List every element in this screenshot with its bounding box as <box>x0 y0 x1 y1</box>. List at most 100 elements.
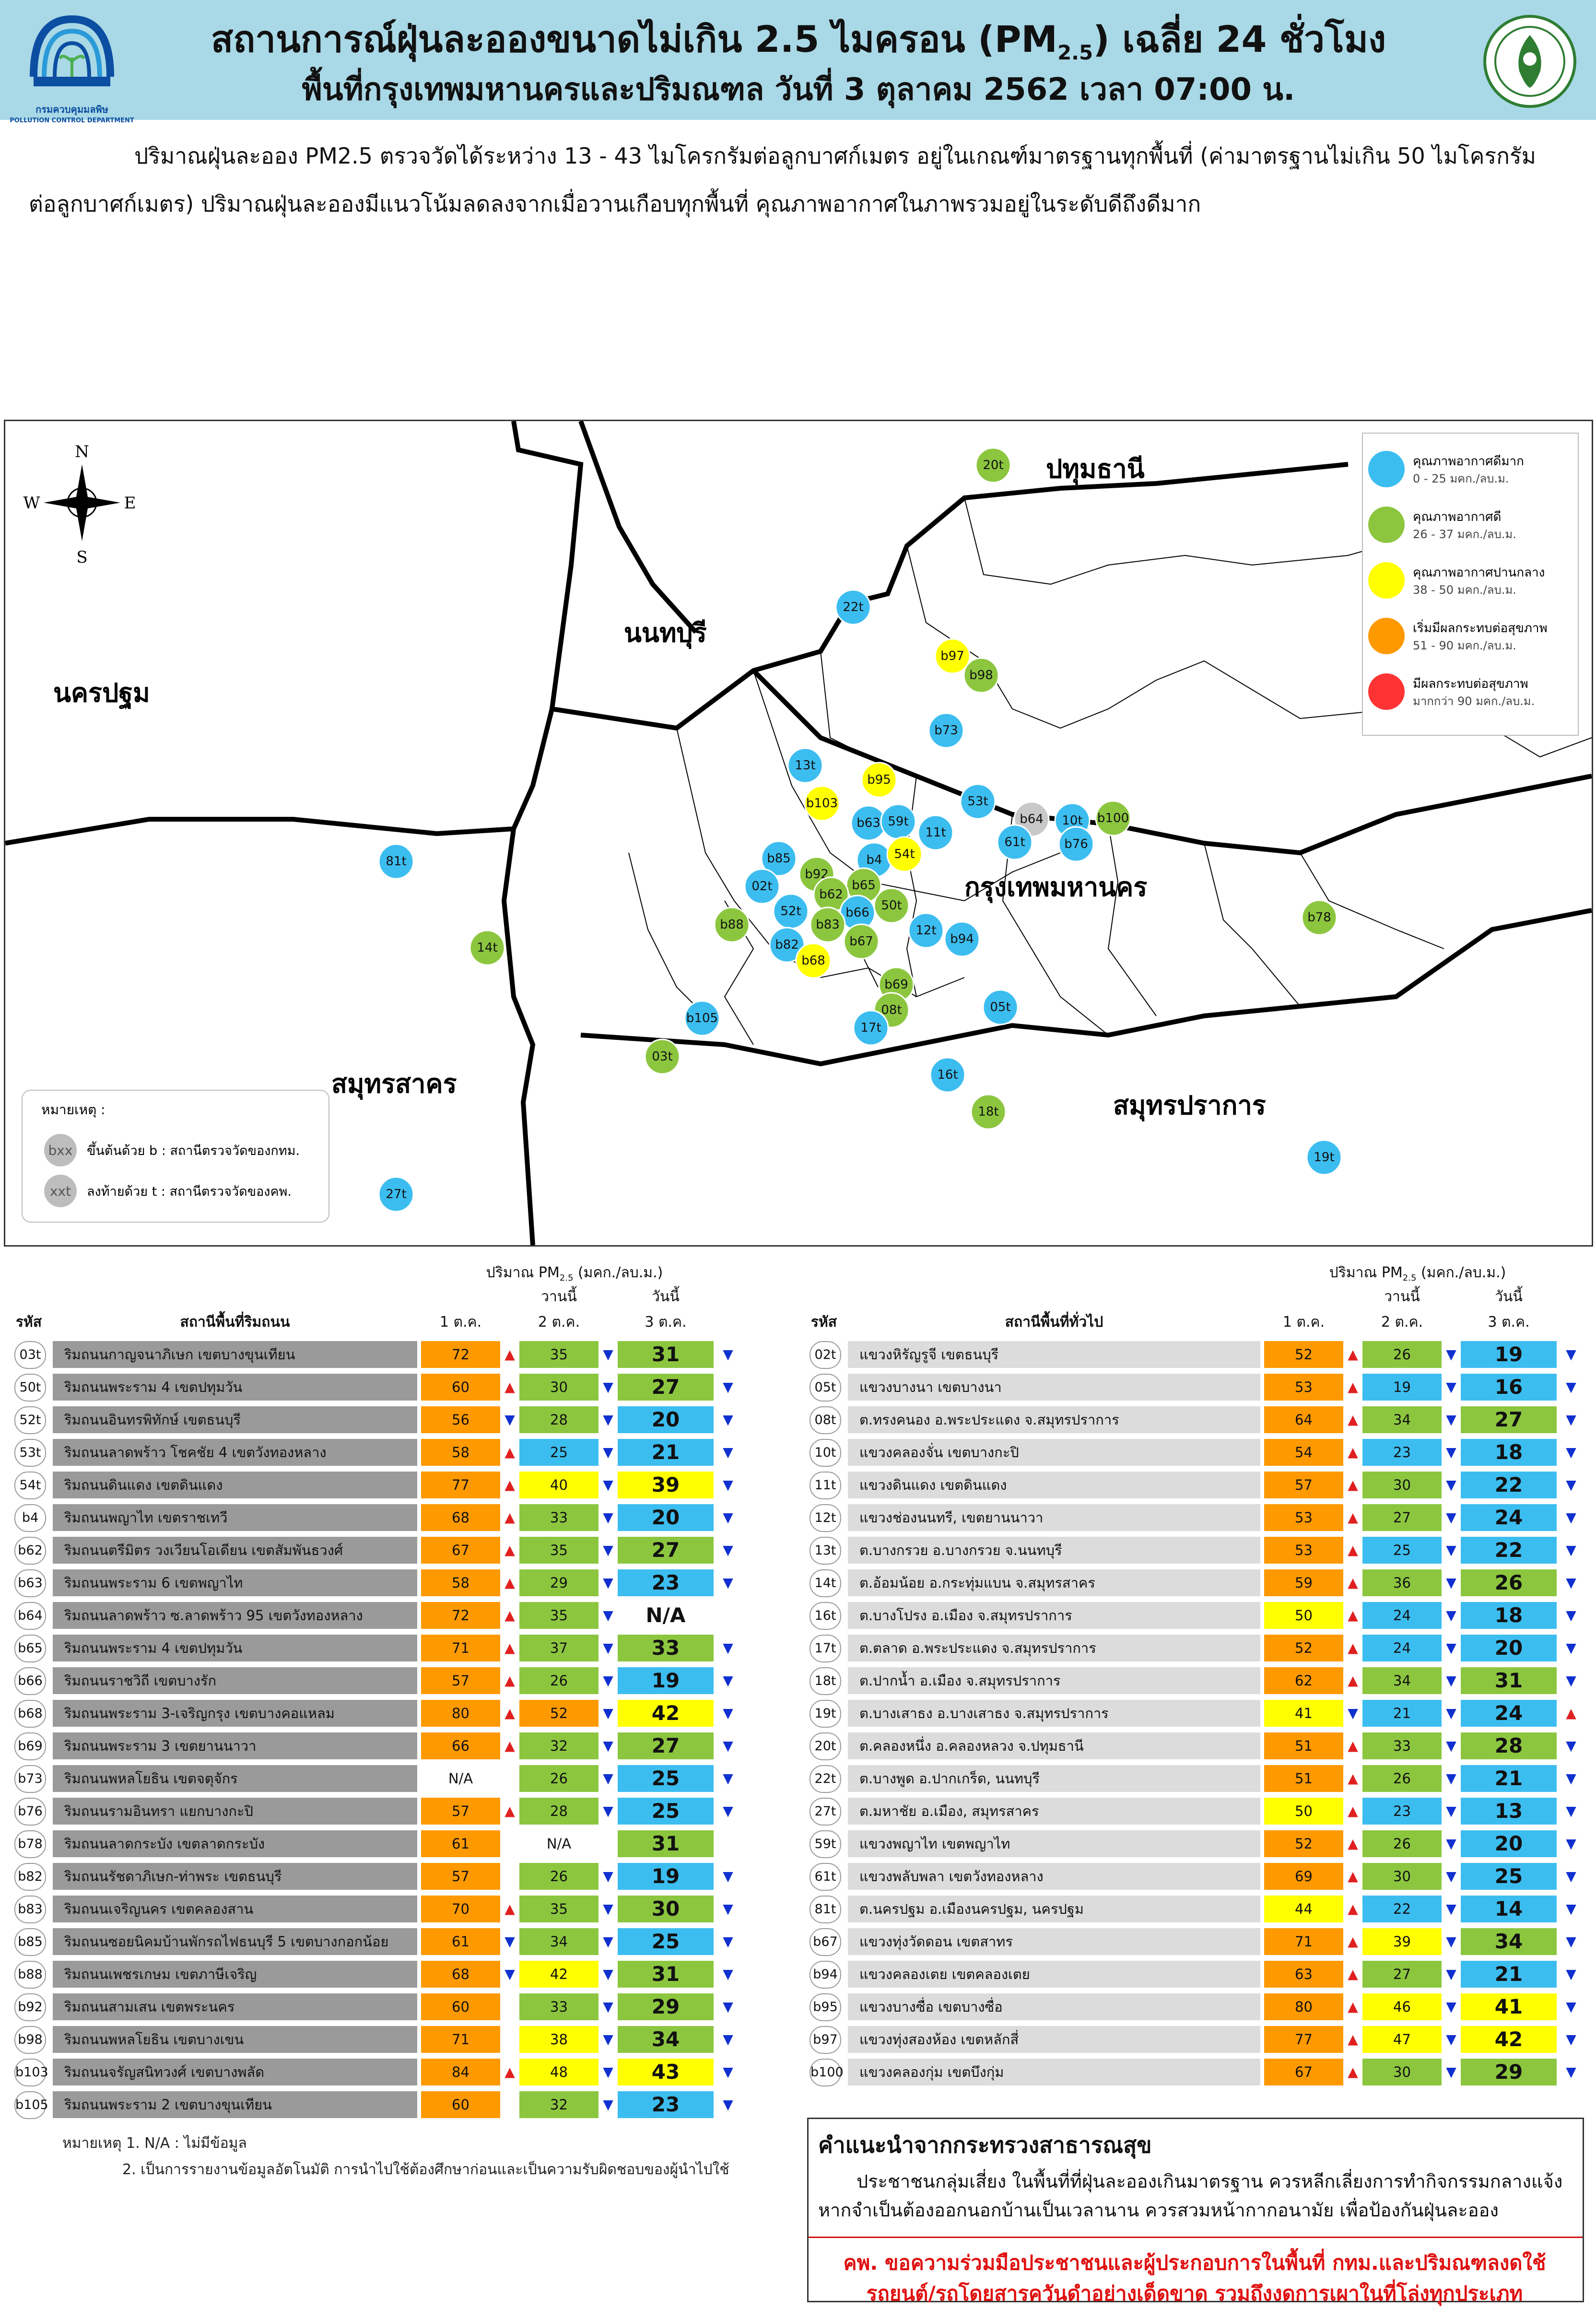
station-code: b76 <box>14 1798 46 1826</box>
station-label: b65 <box>852 878 876 893</box>
pm-value-d3: 34 <box>618 2026 714 2053</box>
table-header-yesterday: วานนี้ <box>541 1288 577 1305</box>
pm-value-d3: 18 <box>1461 1439 1557 1466</box>
trend-none <box>500 1863 519 1890</box>
trend-up-icon: ▲ <box>1348 1901 1358 1917</box>
station-marker-b105: b105 <box>684 1000 720 1037</box>
station-name: แขวงบางนา เขตบางนา <box>848 1374 1260 1401</box>
pm-value-d2: 26 <box>1362 1341 1442 1368</box>
station-dot <box>1306 1139 1342 1176</box>
station-code: b95 <box>810 1993 841 2021</box>
trend-down-icon: ▼ <box>1446 2031 1456 2047</box>
pm-value-d1: 67 <box>1264 2059 1343 2085</box>
table-header-d1: 1 ต.ค. <box>439 1314 482 1331</box>
legend-label: คุณภาพอากาศดีมาก <box>1413 454 1524 469</box>
station-code: 50t <box>14 1374 46 1402</box>
pm-value-d1: 71 <box>421 1635 500 1661</box>
trend-down-icon: ▼ <box>723 2097 733 2112</box>
station-dot <box>997 824 1033 860</box>
station-label: b63 <box>857 816 880 830</box>
station-label: b85 <box>767 851 791 866</box>
station-marker-22t: 22t <box>835 589 871 625</box>
pm-value-d1: 51 <box>1264 1765 1343 1792</box>
trend-up-icon: ▲ <box>505 1477 515 1493</box>
station-name: แขวงคลองเตย เขตคลองเตย <box>848 1961 1260 1988</box>
legend-swatch <box>1368 673 1405 710</box>
trend-down-icon: ▼ <box>1446 1673 1456 1688</box>
pm-value-d2: 26 <box>519 1667 598 1694</box>
station-markers: 20t 22t b97 b98 b73 13t b95 b103 53t b64 10t b100 b6… <box>378 447 1342 1213</box>
pm-value-d3: 27 <box>618 1374 714 1401</box>
page-subtitle: พื้นที่กรุงเทพมหานครและปริมณฑล วันที่ 3 … <box>302 72 1295 107</box>
trend-up-icon: ▲ <box>505 2064 515 2080</box>
trend-down-icon: ▼ <box>1446 2064 1456 2080</box>
station-label: b76 <box>1064 837 1088 851</box>
trend-down-icon: ▼ <box>723 1868 733 1884</box>
pm-value-d3: 25 <box>618 1798 714 1825</box>
trend-down-icon: ▼ <box>723 1770 733 1786</box>
station-code: b4 <box>14 1504 46 1532</box>
trend-down-icon: ▼ <box>1566 1379 1576 1395</box>
pm-value-d3: 31 <box>618 1341 714 1368</box>
pm-value-d2: 34 <box>1362 1667 1442 1694</box>
station-label: b62 <box>819 887 843 902</box>
pm-value-d3: 31 <box>618 1830 714 1857</box>
pm-value-d2: 27 <box>1362 1961 1442 1988</box>
station-marker-61t: 61t <box>997 824 1033 860</box>
trend-down-icon: ▼ <box>603 1444 613 1460</box>
pm-value-d2: 30 <box>1362 2059 1442 2085</box>
pm-value-d2: 24 <box>1362 1602 1442 1629</box>
province-bangkok: กรุงเทพมหานคร <box>964 872 1147 904</box>
trend-down-icon: ▼ <box>723 2031 733 2047</box>
trend-down-icon: ▼ <box>1566 1444 1576 1460</box>
trend-down-icon: ▼ <box>603 1770 613 1786</box>
trend-down-icon: ▼ <box>1446 1836 1456 1851</box>
pm-value-d1: 68 <box>421 1961 500 1988</box>
station-code: 14t <box>810 1569 841 1597</box>
trend-up-icon: ▲ <box>505 1575 515 1590</box>
station-marker-b98: b98 <box>963 657 999 694</box>
pm-value-d2: 26 <box>1362 1830 1442 1857</box>
pm-value-d2: 25 <box>519 1439 598 1466</box>
trend-down-icon: ▼ <box>1446 1509 1456 1525</box>
pm-value-d2: 35 <box>519 1896 598 1922</box>
station-marker-b83: b83 <box>810 907 846 943</box>
trend-down-icon: ▼ <box>603 1640 613 1656</box>
pm-value-d2: 23 <box>1362 1439 1442 1466</box>
trend-down-icon: ▼ <box>1446 1346 1456 1362</box>
station-marker-b65: b65 <box>845 867 882 904</box>
station-name: ต.ปากน้ำ อ.เมือง จ.สมุทรปราการ <box>848 1667 1260 1694</box>
trend-down-icon: ▼ <box>1446 1640 1456 1656</box>
station-code: 08t <box>810 1406 841 1434</box>
pm-value-d1: 53 <box>1264 1374 1343 1401</box>
trend-up-icon: ▲ <box>1348 2031 1358 2047</box>
pm-value-d2: 28 <box>519 1406 598 1433</box>
pm-value-d3: 31 <box>1461 1667 1557 1694</box>
pm-value-d2: 30 <box>1362 1863 1442 1890</box>
pm-value-d2: 36 <box>1362 1569 1442 1596</box>
pm-value-d3: 21 <box>1461 1765 1557 1792</box>
station-name: ริมถนนกาญจนาภิเษก เขตบางขุนเทียน <box>53 1341 417 1368</box>
pm-value-d1: 72 <box>421 1602 500 1629</box>
station-marker-b85: b85 <box>761 840 797 877</box>
map-note-title: หมายเหตุ : <box>41 1102 106 1118</box>
legend-item: คุณภาพอากาศปานกลาง 38 - 50 มคก./ลบ.ม. <box>1368 562 1545 599</box>
station-marker-b67: b67 <box>843 923 880 960</box>
station-dot <box>982 989 1019 1025</box>
trend-down-icon: ▼ <box>1446 1542 1456 1558</box>
pm-value-d2: 19 <box>1362 1374 1442 1401</box>
pm-value-d1: 50 <box>1264 1602 1343 1629</box>
station-dot <box>843 923 880 960</box>
trend-up-icon: ▲ <box>505 1705 515 1721</box>
trend-up-icon: ▲ <box>1348 1836 1358 1851</box>
table-header-pm: ปริมาณ PM2.5 (มคก./ลบ.ม.) <box>416 1261 733 1284</box>
pm-value-d2: 35 <box>519 1341 598 1368</box>
station-label: b88 <box>720 918 744 932</box>
station-marker-b62: b62 <box>813 876 849 913</box>
table-header-today: วันนี้ <box>1495 1288 1523 1305</box>
station-name: ต.อ้อมน้อย อ.กระทุ่มแบน จ.สมุทรสาคร <box>848 1569 1260 1596</box>
trend-none <box>500 1765 519 1792</box>
pm-value-d2: 47 <box>1362 2026 1442 2053</box>
trend-down-icon: ▼ <box>1446 1444 1456 1460</box>
province-pathum: ปทุมธานี <box>1046 454 1145 485</box>
